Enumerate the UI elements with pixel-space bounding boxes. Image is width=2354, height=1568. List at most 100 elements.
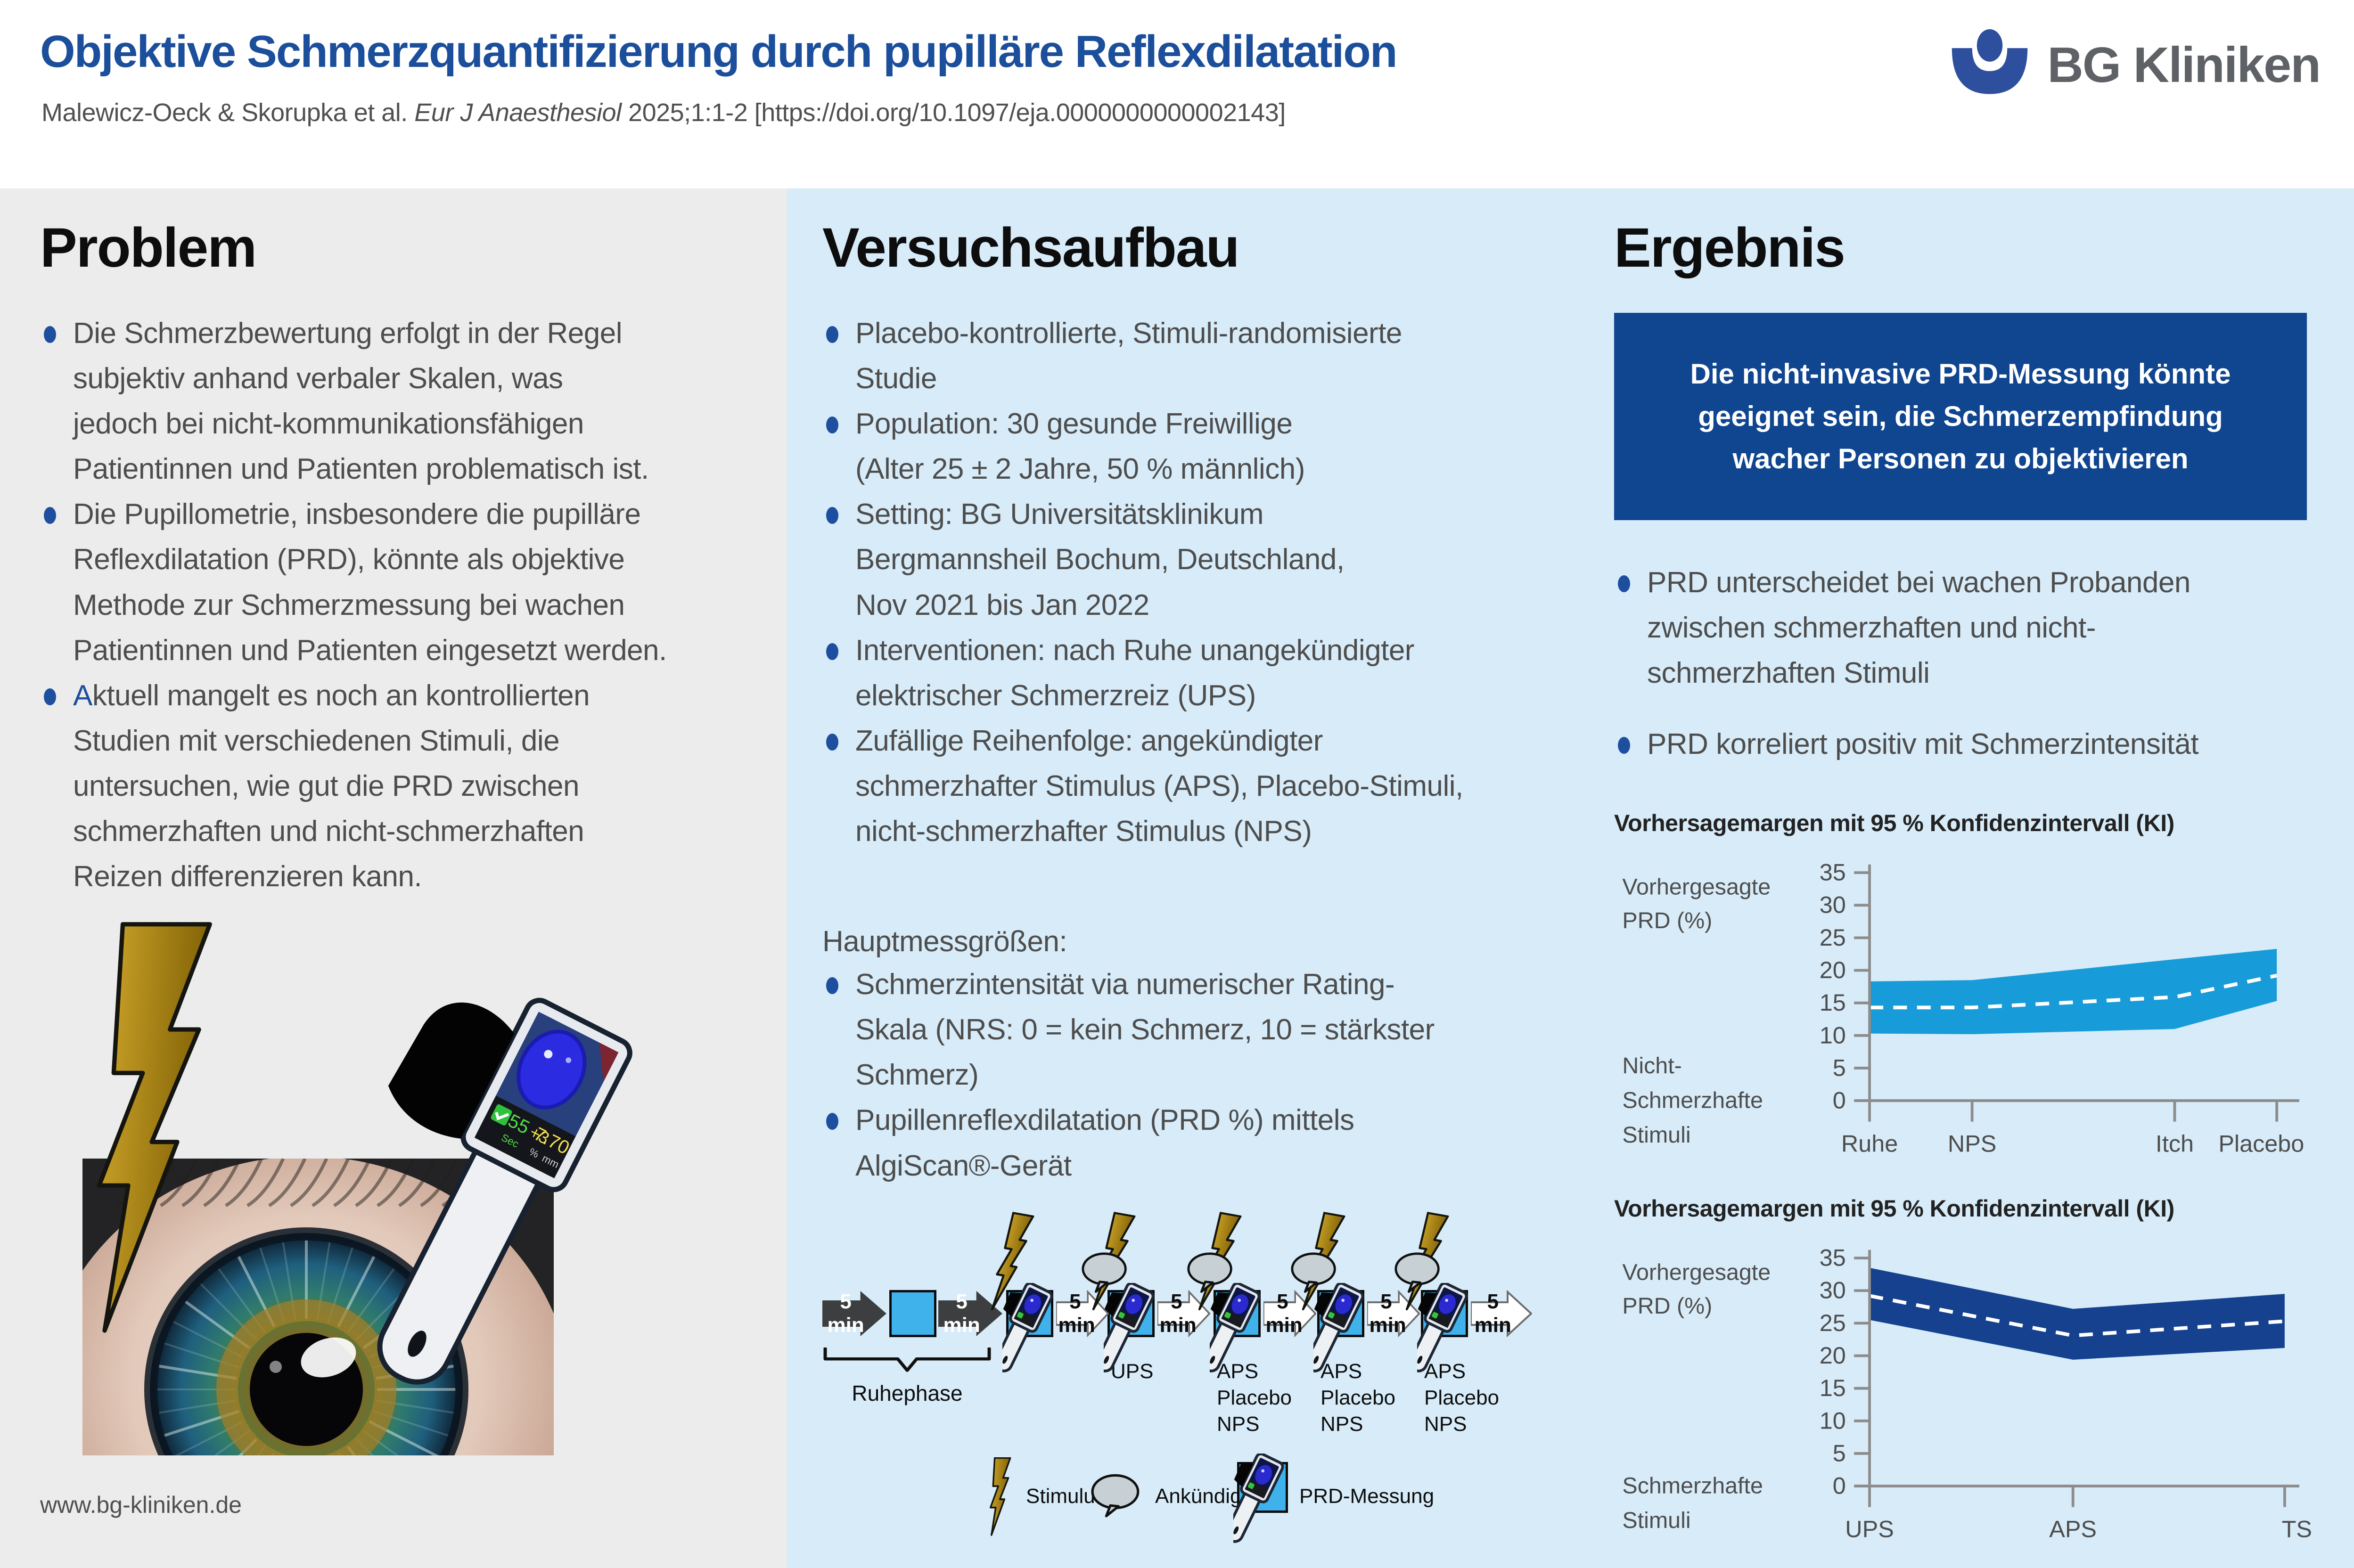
setup-bullet: Setting: BG Universitätsklinikum Bergman…: [822, 492, 1583, 628]
measures-bullet: Pupillenreflexdilatation (PRD %) mittels…: [822, 1098, 1583, 1188]
device-eyecup: [388, 1003, 515, 1139]
chart-title: Vorhersagemargen mit 95 % Konfidenzinter…: [1614, 1195, 2174, 1222]
chart-painful-block: Vorhersagemargen mit 95 % Konfidenzinter…: [1614, 1195, 2312, 1559]
svg-text:Vorhergesagte: Vorhergesagte: [1622, 874, 1771, 900]
timeline-arrow-dark: 5 min: [938, 1290, 1003, 1337]
svg-text:Nicht-: Nicht-: [1622, 1053, 1681, 1078]
svg-text:15: 15: [1820, 1375, 1846, 1402]
svg-text:TS: TS: [2282, 1516, 2312, 1543]
speech-bubble-icon: [1290, 1251, 1339, 1295]
svg-text:0: 0: [1833, 1087, 1846, 1114]
setup-column: Versuchsaufbau Placebo-kontrollierte, St…: [787, 188, 1583, 1568]
setup-bullet: Placebo-kontrollierte, Stimuli-randomisi…: [822, 311, 1583, 401]
svg-text:UPS: UPS: [1845, 1516, 1894, 1543]
problem-bullet: Aktuell mangelt es noch an kontrollierte…: [40, 673, 787, 899]
lightning-bolt-icon: [984, 1209, 1038, 1316]
chart-title: Vorhersagemargen mit 95 % Konfidenzinter…: [1614, 810, 2174, 837]
results-heading: Ergebnis: [1614, 217, 1845, 279]
setup-bullet: Interventionen: nach Ruhe unangekündigte…: [822, 628, 1583, 719]
legend-measurement-label: PRD-Messung: [1299, 1484, 1435, 1508]
svg-text:35: 35: [1820, 1244, 1846, 1271]
timeline-rest-square: [889, 1290, 936, 1337]
svg-text:35: 35: [1820, 859, 1846, 886]
setup-bullet: Zufällige Reihenfolge: angekündigter sch…: [822, 719, 1583, 854]
svg-text:APS: APS: [2049, 1516, 2097, 1543]
svg-text:20: 20: [1820, 956, 1846, 983]
svg-text:Schmerzhafte: Schmerzhafte: [1622, 1473, 1763, 1499]
station-label-aps: APS Placebo NPS: [1321, 1359, 1396, 1436]
speech-bubble-icon: [1394, 1251, 1443, 1295]
eye-illustration-svg: 55 Sec +3 % 7.70 mm: [82, 922, 632, 1456]
study-timeline: 5 min 5 min Ruhephase: [822, 1196, 1583, 1441]
results-bullet-list: PRD unterscheidet bei wachen Probanden z…: [1614, 560, 2354, 767]
svg-text:0: 0: [1833, 1472, 1846, 1499]
timeline-arrow-light: 5 min: [1157, 1290, 1210, 1337]
svg-text:Placebo: Placebo: [2218, 1130, 2304, 1157]
key-result-callout: Die nicht-invasive PRD-Messung könnte ge…: [1614, 313, 2307, 520]
svg-text:PRD (%): PRD (%): [1622, 1294, 1712, 1319]
bg-kliniken-logo-icon: [1949, 27, 2030, 103]
prediction-chart-nonpainful: Vorhergesagte PRD (%) Nicht- Schmerzhafte St…: [1622, 859, 2304, 1157]
svg-text:25: 25: [1820, 924, 1846, 951]
pupillometer-icon: [994, 1282, 1061, 1384]
svg-text:20: 20: [1820, 1342, 1846, 1369]
station-label-aps: APS Placebo NPS: [1424, 1359, 1500, 1436]
pupillometer-icon: [1225, 1452, 1292, 1555]
results-bullet: PRD korreliert positiv mit Schmerzintens…: [1614, 722, 2354, 767]
svg-text:15: 15: [1820, 989, 1846, 1016]
svg-text:PRD (%): PRD (%): [1622, 908, 1712, 934]
eye-photo: [82, 1159, 554, 1456]
checkmark-icon: [491, 1104, 512, 1126]
svg-text:Schmerzhafte: Schmerzhafte: [1622, 1088, 1763, 1113]
citation-rest: 2025;1:1-2 [https://doi.org/10.1097/eja.…: [621, 98, 1286, 127]
bg-kliniken-logo-text: BG Kliniken: [2047, 37, 2321, 93]
measures-heading: Hauptmessgrößen:: [822, 925, 1067, 958]
svg-text:5: 5: [1833, 1054, 1846, 1081]
bg-kliniken-logo: BG Kliniken: [1949, 27, 2321, 103]
results-bullet: PRD unterscheidet bei wachen Probanden z…: [1614, 560, 2354, 696]
measures-bullet: Schmerzintensität via numerischer Rating…: [822, 962, 1583, 1098]
header: Objektive Schmerzquantifizierung durch p…: [0, 0, 2354, 188]
svg-text:Vorhergesagte: Vorhergesagte: [1622, 1260, 1771, 1285]
lightning-bolt-icon: [97, 922, 212, 1333]
rest-phase-label: Ruhephase: [852, 1380, 963, 1405]
results-column: Ergebnis Die nicht-invasive PRD-Messung …: [1583, 188, 2354, 1568]
svg-text:5: 5: [1833, 1440, 1846, 1467]
setup-heading: Versuchsaufbau: [822, 217, 1240, 279]
svg-text:Stimuli: Stimuli: [1622, 1123, 1690, 1148]
timeline-arrow-light: 5 min: [1471, 1290, 1532, 1337]
timeline-arrow-light: 5 min: [1263, 1290, 1316, 1337]
svg-text:NPS: NPS: [1948, 1130, 1996, 1157]
speech-bubble-icon: [1186, 1251, 1236, 1295]
speech-bubble-icon: [1081, 1251, 1130, 1295]
problem-bullet: Die Schmerzbewertung erfolgt in der Rege…: [40, 311, 787, 492]
citation-journal: Eur J Anaesthesiol: [414, 98, 622, 127]
svg-text:10: 10: [1820, 1407, 1846, 1434]
station-label-aps: APS Placebo NPS: [1217, 1359, 1292, 1436]
eye-stimulus-illustration: 55 Sec +3 % 7.70 mm: [12, 914, 756, 1460]
timeline-arrow-dark: 5 min: [822, 1290, 887, 1337]
pupillometer-icon: [1409, 1282, 1476, 1384]
pupillometer-icon: [1201, 1282, 1269, 1384]
station-label-ups: UPS: [1111, 1359, 1154, 1383]
poster-title: Objektive Schmerzquantifizierung durch p…: [40, 26, 1398, 77]
problem-heading: Problem: [40, 217, 257, 279]
timeline-arrow-light: 5 min: [1367, 1290, 1420, 1337]
citation: Malewicz-Oeck & Skorupka et al. Eur J An…: [41, 98, 1286, 127]
problem-bullet: Die Pupillometrie, insbesondere die pupi…: [40, 492, 787, 673]
svg-text:25: 25: [1820, 1309, 1846, 1336]
lightning-bolt-icon: [985, 1457, 1014, 1536]
svg-text:Itch: Itch: [2156, 1130, 2194, 1157]
rest-phase-bracket: [822, 1347, 992, 1374]
svg-text:30: 30: [1820, 891, 1846, 918]
pupillometer-icon: [1305, 1282, 1372, 1384]
website-url: www.bg-kliniken.de: [40, 1492, 242, 1519]
speech-bubble-icon: [1089, 1474, 1144, 1519]
chart-nonpainful-block: Vorhersagemargen mit 95 % Konfidenzinter…: [1614, 809, 2305, 1174]
problem-bullet-list: Die Schmerzbewertung erfolgt in der Rege…: [40, 311, 787, 899]
problem-column: Problem Die Schmerzbewertung erfolgt in …: [0, 188, 787, 1568]
svg-text:10: 10: [1820, 1022, 1846, 1049]
measures-bullet-list: Schmerzintensität via numerischer Rating…: [822, 962, 1583, 1188]
prediction-chart-painful: Vorhergesagte PRD (%) Schmerzhafte Stimuli 0…: [1622, 1244, 2312, 1543]
